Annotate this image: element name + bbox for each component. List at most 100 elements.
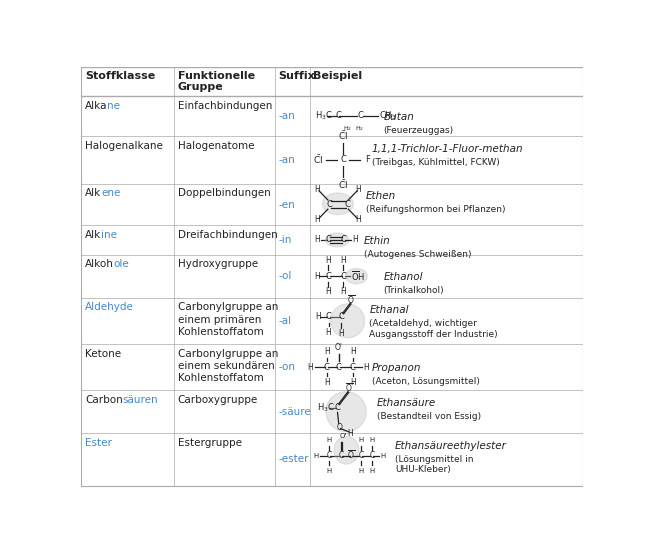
Text: $\bar{\rm Cl}$: $\bar{\rm Cl}$: [313, 153, 323, 166]
Text: C: C: [326, 236, 332, 245]
Text: H: H: [347, 429, 353, 438]
Text: H: H: [327, 468, 332, 474]
Text: Carbonylgruppe an
einem sekundären
Kohlenstoffatom: Carbonylgruppe an einem sekundären Kohle…: [178, 349, 278, 383]
Ellipse shape: [326, 391, 366, 431]
Text: (Acetaldehyd, wichtiger
Ausgangsstoff der Industrie): (Acetaldehyd, wichtiger Ausgangsstoff de…: [369, 319, 498, 339]
Text: H: H: [338, 329, 344, 339]
Text: -ester: -ester: [279, 454, 309, 464]
Text: H: H: [314, 185, 320, 193]
Text: H: H: [315, 312, 321, 321]
Text: C: C: [327, 451, 332, 460]
Text: H: H: [314, 272, 320, 281]
Text: H$_3$C: H$_3$C: [317, 401, 334, 414]
Ellipse shape: [345, 269, 367, 284]
Text: H: H: [308, 363, 314, 371]
Text: Alk: Alk: [85, 230, 101, 240]
Text: Ethin: Ethin: [364, 236, 391, 246]
Text: (Treibgas, Kühlmittel, FCKW): (Treibgas, Kühlmittel, FCKW): [371, 157, 500, 167]
Text: Einfachbindungen: Einfachbindungen: [178, 101, 272, 111]
Text: H: H: [358, 468, 364, 474]
Text: Stoffklasse: Stoffklasse: [85, 71, 155, 81]
Text: C: C: [338, 312, 344, 321]
Text: -an: -an: [279, 155, 295, 165]
Text: säuren: säuren: [122, 395, 158, 405]
Ellipse shape: [334, 436, 359, 464]
Text: (Bestandteil von Essig): (Bestandteil von Essig): [377, 411, 481, 421]
Text: H: H: [356, 215, 362, 225]
Text: -säure: -säure: [279, 406, 312, 416]
Text: H: H: [369, 437, 375, 443]
Text: H: H: [324, 378, 330, 387]
Text: Ketone: Ketone: [85, 349, 121, 359]
Text: Estergruppe: Estergruppe: [178, 438, 242, 448]
Text: C: C: [326, 200, 332, 209]
Text: ene: ene: [101, 188, 121, 198]
Text: H: H: [325, 287, 331, 296]
Text: H$_2$: H$_2$: [343, 123, 352, 132]
Text: Butan: Butan: [383, 112, 414, 122]
Text: H$_2$: H$_2$: [355, 123, 364, 132]
Text: Hydroxygruppe: Hydroxygruppe: [178, 259, 258, 269]
Text: ine: ine: [101, 230, 117, 240]
Text: $\bar{\rm Cl}$: $\bar{\rm Cl}$: [338, 178, 348, 191]
Text: (Feuerzeuggas): (Feuerzeuggas): [383, 126, 454, 135]
Text: H: H: [340, 287, 346, 296]
Text: C: C: [350, 363, 356, 371]
Text: H: H: [325, 256, 331, 265]
Text: C: C: [338, 451, 343, 460]
Text: Carboxygruppe: Carboxygruppe: [178, 395, 258, 405]
Text: H: H: [340, 256, 346, 265]
Text: Ester: Ester: [85, 438, 111, 448]
Text: -in: -in: [279, 235, 292, 245]
Text: $\overline{\rm O}$H: $\overline{\rm O}$H: [351, 269, 365, 283]
Text: 1,1,1-Trichlor-1-Fluor­methan: 1,1,1-Trichlor-1-Fluor­methan: [371, 143, 523, 153]
Text: Funktionelle
Gruppe: Funktionelle Gruppe: [178, 71, 255, 92]
Text: Doppelbindungen: Doppelbindungen: [178, 188, 271, 198]
Text: H: H: [314, 215, 320, 225]
Text: C: C: [345, 200, 351, 209]
Text: H: H: [350, 378, 356, 387]
Text: C: C: [325, 272, 331, 281]
Text: H: H: [363, 363, 369, 371]
Text: Propanon: Propanon: [371, 363, 421, 373]
Text: Halogenatome: Halogenatome: [178, 141, 255, 151]
Text: CH$_3$: CH$_3$: [378, 110, 396, 122]
Text: C: C: [334, 403, 340, 413]
Text: C: C: [340, 155, 346, 165]
Text: H: H: [380, 453, 386, 459]
Text: -an: -an: [279, 111, 295, 121]
Text: $\overline{\rm O}$: $\overline{\rm O}$: [347, 294, 356, 306]
Text: H: H: [358, 437, 364, 443]
Text: Carbonylgruppe an
einem primären
Kohlenstoffatom: Carbonylgruppe an einem primären Kohlens…: [178, 302, 278, 337]
Text: O: O: [336, 423, 342, 433]
Text: -ol: -ol: [279, 271, 292, 281]
Text: C: C: [369, 451, 375, 460]
Text: H$_3$C: H$_3$C: [315, 110, 333, 122]
Text: Carbon: Carbon: [85, 395, 122, 405]
Text: Ethansäure: Ethansäure: [377, 398, 436, 408]
Text: C: C: [336, 112, 341, 121]
Text: F: F: [365, 155, 370, 165]
Text: H: H: [356, 185, 362, 193]
Text: -on: -on: [279, 362, 295, 372]
Text: -al: -al: [279, 316, 292, 326]
Text: Alk: Alk: [85, 188, 101, 198]
Text: ole: ole: [114, 259, 130, 269]
Text: C: C: [326, 312, 332, 321]
Text: H: H: [324, 347, 330, 356]
Text: (Reifungshormon bei Pflanzen): (Reifungshormon bei Pflanzen): [366, 205, 505, 214]
Text: Beispiel: Beispiel: [314, 71, 363, 81]
Text: C: C: [357, 112, 363, 121]
Text: H: H: [350, 347, 356, 356]
Text: -en: -en: [279, 200, 295, 210]
Text: H: H: [327, 437, 332, 443]
Text: H: H: [314, 453, 319, 459]
Text: (Autogenes Schweißen): (Autogenes Schweißen): [364, 250, 471, 259]
Text: (Trinkalkohol): (Trinkalkohol): [383, 286, 444, 295]
Text: Ethanol: Ethanol: [383, 272, 422, 282]
Text: Dreifachbindungen: Dreifachbindungen: [178, 230, 277, 240]
Text: C: C: [358, 451, 364, 460]
Text: $\overline{\rm O}$: $\overline{\rm O}$: [345, 383, 353, 395]
Text: Aldehyde: Aldehyde: [85, 302, 133, 312]
Ellipse shape: [325, 233, 349, 247]
